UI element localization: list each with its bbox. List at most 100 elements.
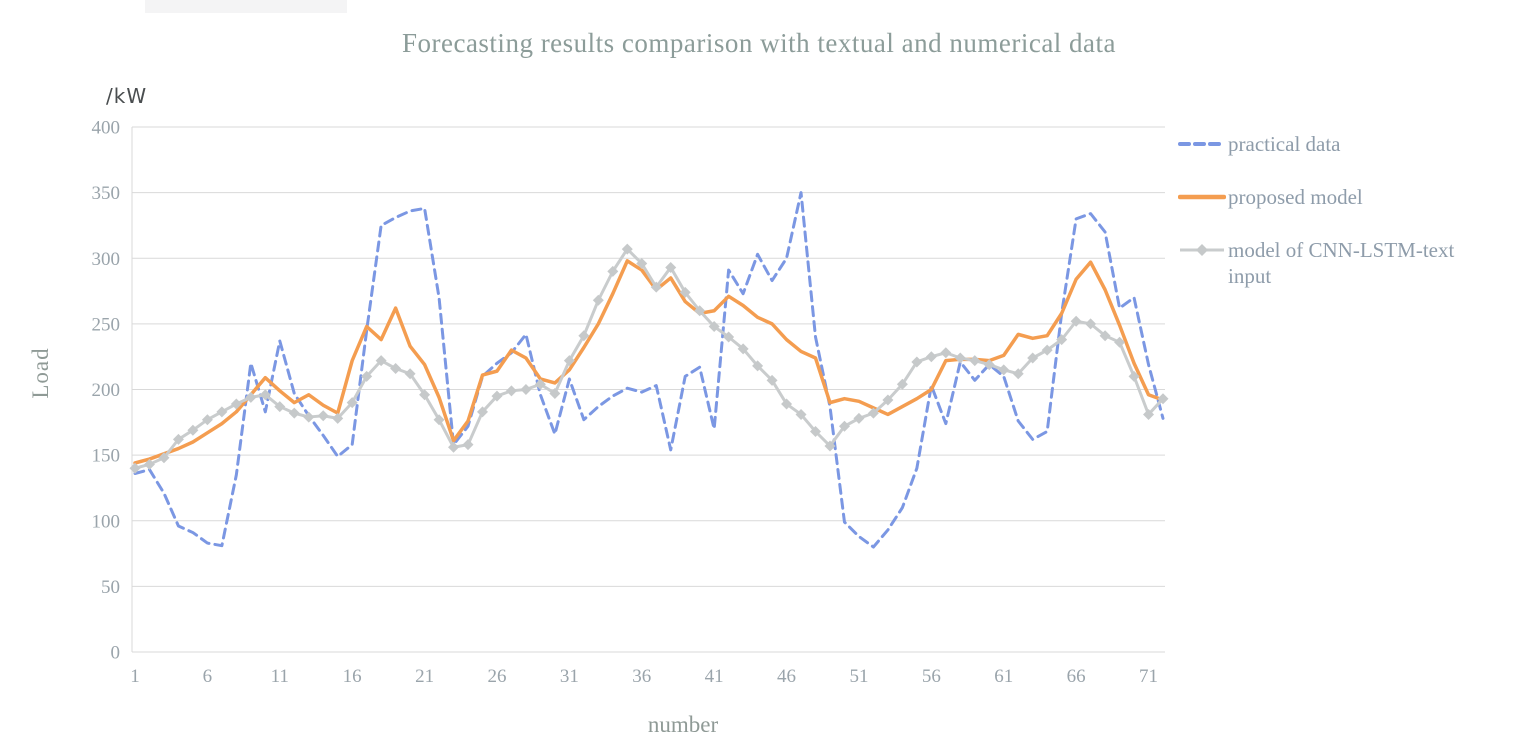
- y-tick-label: 100: [92, 511, 121, 532]
- diamond-marker-icon: [694, 305, 706, 317]
- diamond-marker-icon: [998, 364, 1010, 376]
- diamond-marker-icon: [230, 398, 242, 410]
- diamond-marker-icon: [1143, 408, 1155, 420]
- diamond-marker-icon: [795, 408, 807, 420]
- diamond-marker-icon: [505, 385, 517, 397]
- diamond-marker-icon: [288, 407, 300, 419]
- x-tick-label: 6: [203, 666, 213, 687]
- diamond-marker-icon: [925, 351, 937, 363]
- chart-title: Forecasting results comparison with text…: [401, 28, 1117, 58]
- proposed-model-line: [133, 259, 1165, 465]
- x-tick-label: 41: [705, 666, 724, 687]
- diamond-marker-icon: [534, 378, 546, 390]
- diamond-marker-icon: [882, 394, 894, 406]
- x-tick-label: 16: [343, 666, 362, 687]
- legend-item-practical-data: practical data: [1178, 131, 1478, 157]
- x-tick-label: 31: [560, 666, 579, 687]
- diamond-marker-icon: [607, 265, 619, 277]
- y-axis-unit-label: /kW: [106, 84, 148, 108]
- diamond-marker-icon: [766, 374, 778, 386]
- diamond-marker-icon: [911, 356, 923, 368]
- dashed-line-swatch-icon: [1178, 142, 1226, 146]
- diamond-marker-icon: [129, 462, 141, 474]
- diamond-marker-icon: [419, 389, 431, 401]
- legend-label-proposed-model: proposed model: [1228, 185, 1363, 209]
- legend-label-cnn-lstm-text: model of CNN-LSTM-text input: [1228, 238, 1455, 288]
- diamond-marker-icon: [476, 406, 488, 418]
- x-tick-label: 66: [1067, 666, 1086, 687]
- diamond-marker-icon: [201, 414, 213, 426]
- diamond-marker-icon: [940, 347, 952, 359]
- diamond-marker-icon: [245, 391, 257, 403]
- x-tick-label: 26: [487, 666, 506, 687]
- y-tick-label: 50: [101, 577, 120, 598]
- diamond-marker-icon: [737, 343, 749, 355]
- y-tick-label: 150: [92, 446, 121, 467]
- diamond-marker-icon: [549, 387, 561, 399]
- x-tick-label: 1: [130, 666, 140, 687]
- diamond-marker-icon: [216, 406, 228, 418]
- y-tick-label: 400: [92, 118, 121, 139]
- x-tick-label: 21: [415, 666, 434, 687]
- diamond-marker-icon: [158, 452, 170, 464]
- diamond-marker-icon: [143, 458, 155, 470]
- diamond-marker-icon: [650, 281, 662, 293]
- x-tick-label: 56: [922, 666, 941, 687]
- diamond-marker-icon: [448, 441, 460, 453]
- diamond-marker-icon: [578, 330, 590, 342]
- legend-label-practical-data: practical data: [1228, 132, 1341, 156]
- diamond-marker-icon: [810, 426, 822, 437]
- practical-data-line: [133, 191, 1165, 549]
- diamond-marker-icon: [1012, 368, 1024, 380]
- diamond-marker-icon: [317, 410, 329, 422]
- diamond-marker-icon: [824, 440, 836, 452]
- diamond-marker-icon: [346, 397, 358, 409]
- y-tick-label: 350: [92, 183, 121, 204]
- diamond-marker-icon: [621, 243, 633, 255]
- diamond-marker-icon: [1070, 315, 1082, 327]
- diamond-marker-icon: [781, 398, 793, 410]
- diamond-marker-icon: [1114, 336, 1126, 348]
- diamond-marker-icon: [636, 258, 648, 269]
- x-tick-label: 71: [1139, 666, 1158, 687]
- y-tick-label: 250: [92, 314, 121, 335]
- diamond-marker-icon: [679, 286, 691, 298]
- diamond-marker-icon: [969, 355, 981, 367]
- diamond-marker-icon: [332, 412, 344, 424]
- y-tick-label: 300: [92, 249, 121, 270]
- diamond-marker-icon: [1128, 370, 1140, 382]
- diamond-marker-icon: [853, 412, 865, 424]
- diamond-marker-icon: [954, 352, 966, 364]
- diamond-marker-icon: [1085, 318, 1097, 330]
- diamond-marker-icon: [1099, 330, 1111, 342]
- x-tick-label: 61: [994, 666, 1013, 687]
- screenshot-artifact-bar: [145, 0, 347, 13]
- solid-line-swatch-icon: [1178, 194, 1226, 200]
- diamond-marker-icon: [1041, 344, 1053, 356]
- diamond-marker-icon: [983, 359, 995, 371]
- diamond-marker-icon: [491, 390, 503, 402]
- diamond-marker-icon: [172, 433, 184, 445]
- legend-item-proposed-model: proposed model: [1178, 184, 1478, 210]
- diamond-marker-icon: [520, 384, 532, 395]
- diamond-marker-icon: [708, 321, 720, 332]
- diamond-marker-icon: [665, 261, 677, 273]
- diamond-marker-icon: [433, 414, 445, 426]
- diamond-marker-icon: [896, 378, 908, 390]
- diamond-marker-icon: [361, 370, 373, 382]
- diamond-marker-icon: [723, 331, 735, 343]
- diamond-marker-icon: [303, 411, 315, 423]
- diamond-marker-icon: [390, 363, 402, 374]
- diamond-marker-icon: [838, 420, 850, 432]
- diamond-marker-icon: [1056, 334, 1068, 346]
- diamond-marker-icon: [375, 355, 387, 367]
- diamond-marker-icon: [274, 401, 286, 413]
- diamond-marker-icon: [752, 360, 764, 372]
- x-axis-title: number: [647, 712, 719, 737]
- x-tick-label: 51: [849, 666, 868, 687]
- x-tick-label: 11: [271, 666, 289, 687]
- legend-item-cnn-lstm-text: model of CNN-LSTM-text input: [1178, 237, 1478, 289]
- diamond-marker-icon: [592, 294, 604, 306]
